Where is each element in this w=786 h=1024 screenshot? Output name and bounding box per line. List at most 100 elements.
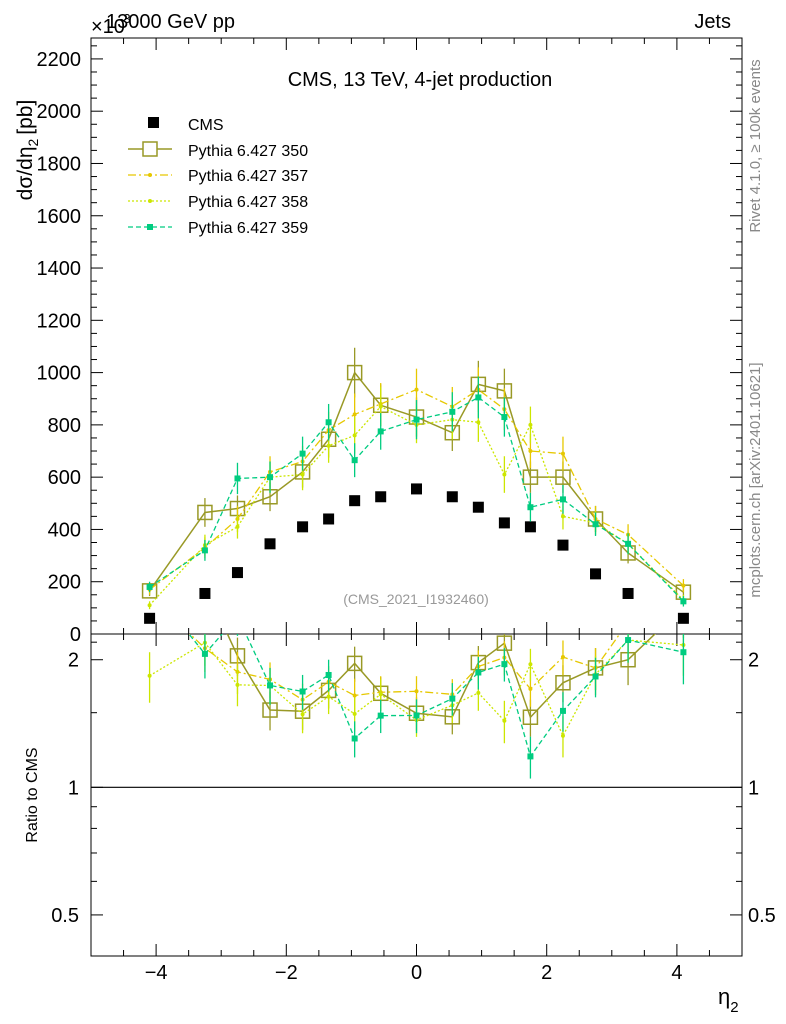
- data-point-p358: [528, 422, 533, 427]
- y-tick-label: 600: [48, 467, 81, 489]
- y-tick-label: 2200: [37, 49, 82, 71]
- ratio-point-359: [413, 712, 420, 719]
- ratio-y-tick-label-right: 0.5: [748, 905, 776, 927]
- data-point-359: [475, 394, 482, 401]
- ratio-series-layer: [147, 613, 687, 779]
- data-point-350: [346, 364, 363, 381]
- ratio-point-p357: [352, 693, 357, 698]
- ratio-point-359: [592, 673, 599, 680]
- ratio-point-359: [267, 682, 274, 689]
- legend-label-350: Pythia 6.427 350: [188, 143, 308, 160]
- ratio-point-p358: [502, 718, 507, 723]
- legend-marker-cms: [148, 117, 159, 128]
- data-point-359: [680, 598, 687, 605]
- y-tick-label: 200: [48, 572, 81, 594]
- cms-data-point: [557, 539, 569, 551]
- ratio-point-p358: [528, 662, 533, 667]
- y-tick-label: 2000: [37, 101, 82, 123]
- cms-data-point: [498, 517, 510, 529]
- legend-label-357: Pythia 6.427 357: [188, 168, 308, 185]
- ratio-y-tick-label: 0.5: [51, 905, 79, 927]
- ratio-point-359: [680, 649, 687, 656]
- legend: CMS Pythia 6.427 350 Pythia 6.427 357 Py…: [128, 117, 308, 237]
- data-point-359: [146, 583, 153, 590]
- x-tick-label: −4: [145, 962, 168, 984]
- exponent-power: -3: [119, 11, 131, 26]
- data-point-359: [592, 521, 599, 528]
- ratio-point-359: [501, 661, 508, 668]
- data-point-359: [527, 504, 534, 511]
- data-point-p357: [528, 449, 533, 454]
- rivet-version-label: Rivet 4.1.0, ≥ 100k events: [747, 59, 764, 232]
- data-point-p358: [502, 472, 507, 477]
- ratio-point-359: [625, 637, 632, 644]
- chart-title: CMS, 13 TeV, 4-jet production: [288, 69, 553, 91]
- data-point-p358: [300, 472, 305, 477]
- svg-text:dσ/dη2[pb]: dσ/dη2 [pb]: [14, 100, 41, 201]
- legend-label-358: Pythia 6.427 358: [188, 194, 308, 211]
- ratio-point-p358: [326, 694, 331, 699]
- data-point-p358: [326, 443, 331, 448]
- y-tick-label: 1600: [37, 206, 82, 228]
- data-point-359: [559, 496, 566, 503]
- y-tick-label: 1800: [37, 153, 82, 175]
- ratio-point-359: [325, 671, 332, 678]
- ratio-point-p357: [626, 620, 630, 624]
- ratio-point-359: [527, 753, 534, 760]
- y-axis-label: dσ/dη2 [pb]: [14, 100, 41, 201]
- legend-label-cms: CMS: [188, 117, 224, 134]
- data-point-359: [625, 540, 632, 547]
- legend-marker-357: [148, 173, 152, 177]
- cms-data-point: [297, 521, 309, 533]
- data-point-p358: [147, 603, 152, 608]
- ratio-point-359: [449, 695, 456, 702]
- ratio-point-350: [346, 655, 363, 672]
- legend-marker-359: [147, 224, 153, 230]
- ratio-point-350: [522, 709, 539, 725]
- y-tick-label: 400: [48, 519, 81, 541]
- data-point-p358: [352, 433, 357, 438]
- cms-data-point: [590, 568, 602, 580]
- data-point-359: [413, 416, 420, 423]
- ratio-point-p358: [560, 733, 565, 738]
- mcplots-label: mcplots.cern.ch [arXiv:2401.10621]: [747, 362, 764, 597]
- cms-data-point: [446, 491, 458, 503]
- cms-data-point: [231, 567, 243, 579]
- y-tick-label: 1200: [37, 310, 82, 332]
- ratio-point-359: [299, 688, 306, 695]
- ratio-point-p358: [352, 711, 357, 716]
- ratio-y-axis-label: Ratio to CMS: [24, 747, 41, 842]
- data-point-359: [201, 547, 208, 554]
- exponent-label: ×10: [91, 16, 125, 38]
- ratio-y-tick-label-right: 1: [748, 777, 759, 799]
- cms-data-point: [677, 612, 689, 624]
- ratio-y-tick-label: 1: [68, 777, 79, 799]
- data-point-359: [299, 450, 306, 457]
- ratio-point-p357: [560, 655, 565, 660]
- y-tick-label: 0: [70, 624, 81, 646]
- data-point-359: [267, 474, 274, 481]
- y-axis-label-unit: [pb]: [14, 100, 37, 135]
- data-point-359: [234, 475, 241, 482]
- cms-data-point: [622, 587, 634, 599]
- cms-data-point: [411, 483, 422, 495]
- data-point-p358: [235, 524, 240, 529]
- y-tick-label: 1400: [37, 258, 82, 280]
- ratio-point-p358: [300, 712, 305, 717]
- ratio-point-p358: [476, 690, 481, 695]
- x-tick-label: 4: [671, 962, 682, 984]
- x-axis-label-sub: 2: [730, 999, 738, 1016]
- ratio-point-359: [234, 613, 240, 619]
- legend-label-359: Pythia 6.427 359: [188, 220, 308, 237]
- x-axis-label: η2: [718, 984, 739, 1016]
- beam-label: 13000 GeV pp: [106, 11, 235, 33]
- legend-marker-358: [148, 199, 152, 203]
- data-point-359: [501, 414, 508, 421]
- cms-data-point: [264, 538, 276, 550]
- process-label: Jets: [694, 11, 731, 33]
- cms-data-point: [323, 513, 335, 525]
- cms-data-point: [199, 587, 211, 599]
- ratio-point-p358: [147, 673, 152, 678]
- cms-data-point: [349, 495, 361, 507]
